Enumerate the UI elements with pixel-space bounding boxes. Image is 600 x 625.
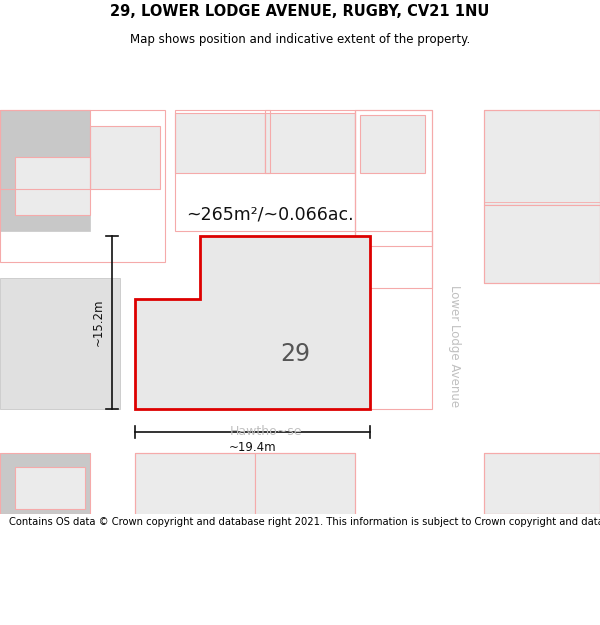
Bar — [432, 52, 484, 514]
Bar — [265, 113, 355, 173]
Bar — [255, 453, 355, 537]
Text: ~19.4m: ~19.4m — [229, 441, 277, 454]
Text: Contains OS data © Crown copyright and database right 2021. This information is : Contains OS data © Crown copyright and d… — [9, 516, 600, 526]
Bar — [175, 113, 265, 173]
Bar — [484, 453, 600, 514]
Text: 29: 29 — [280, 342, 310, 366]
Bar — [484, 110, 600, 204]
Bar — [15, 158, 90, 215]
Text: ~15.2m: ~15.2m — [91, 299, 104, 346]
Bar — [355, 231, 432, 288]
Bar — [360, 116, 425, 173]
Text: ~265m²/~0.066ac.: ~265m²/~0.066ac. — [186, 206, 354, 224]
Bar — [0, 110, 90, 231]
Bar — [0, 453, 90, 514]
Bar — [135, 453, 355, 537]
Text: Hawtho~se: Hawtho~se — [230, 426, 302, 439]
Bar — [484, 202, 600, 204]
Bar — [0, 278, 120, 409]
Bar — [205, 241, 365, 341]
Bar — [0, 407, 600, 451]
Polygon shape — [135, 236, 370, 409]
Bar — [484, 110, 600, 283]
Bar — [0, 453, 90, 514]
Text: 29, LOWER LODGE AVENUE, RUGBY, CV21 1NU: 29, LOWER LODGE AVENUE, RUGBY, CV21 1NU — [110, 4, 490, 19]
Text: Map shows position and indicative extent of the property.: Map shows position and indicative extent… — [130, 33, 470, 46]
Bar — [15, 467, 85, 509]
Bar — [0, 110, 90, 189]
Bar — [90, 126, 160, 189]
Bar — [135, 453, 255, 537]
Bar — [0, 110, 165, 262]
Text: Lower Lodge Avenue: Lower Lodge Avenue — [449, 285, 461, 407]
Bar — [265, 110, 270, 173]
Bar — [355, 110, 432, 246]
Bar — [484, 204, 600, 283]
Bar — [175, 110, 355, 231]
Bar — [484, 453, 600, 514]
Bar — [355, 110, 432, 409]
